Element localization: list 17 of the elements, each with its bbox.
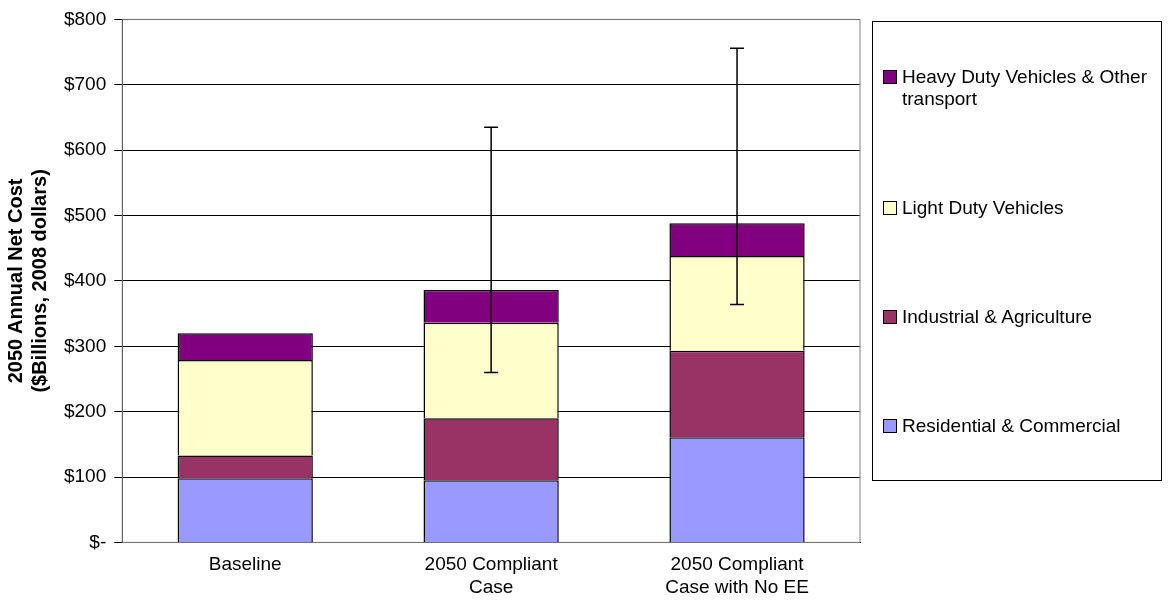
y-axis-title: 2050 Annual Net Cost ($Billions, 2008 dollars) — [3, 169, 50, 393]
y-tick-label: $200 — [63, 399, 107, 421]
x-tick-label: 2050 Compliant Case with No EE — [665, 553, 809, 597]
y-tick-label: $300 — [63, 334, 107, 356]
y-tick-label: $- — [89, 530, 107, 552]
y-tick-label: $600 — [63, 138, 107, 160]
legend-label: Residential & Commercial — [902, 414, 1121, 437]
legend-label: Industrial & Agriculture — [902, 305, 1093, 328]
x-tick-label: 2050 Compliant Case — [424, 553, 559, 597]
y-tick-label: $100 — [63, 465, 107, 487]
y-tick-label: $500 — [63, 203, 107, 225]
y-tick-label: $400 — [63, 269, 107, 291]
x-tick-label: Baseline — [208, 553, 282, 575]
y-tick-label: $700 — [63, 73, 107, 95]
legend-label: Light Duty Vehicles — [902, 196, 1064, 219]
y-tick-label: $800 — [63, 7, 107, 29]
legend-label: Heavy Duty Vehicles & Other transport — [902, 65, 1148, 110]
